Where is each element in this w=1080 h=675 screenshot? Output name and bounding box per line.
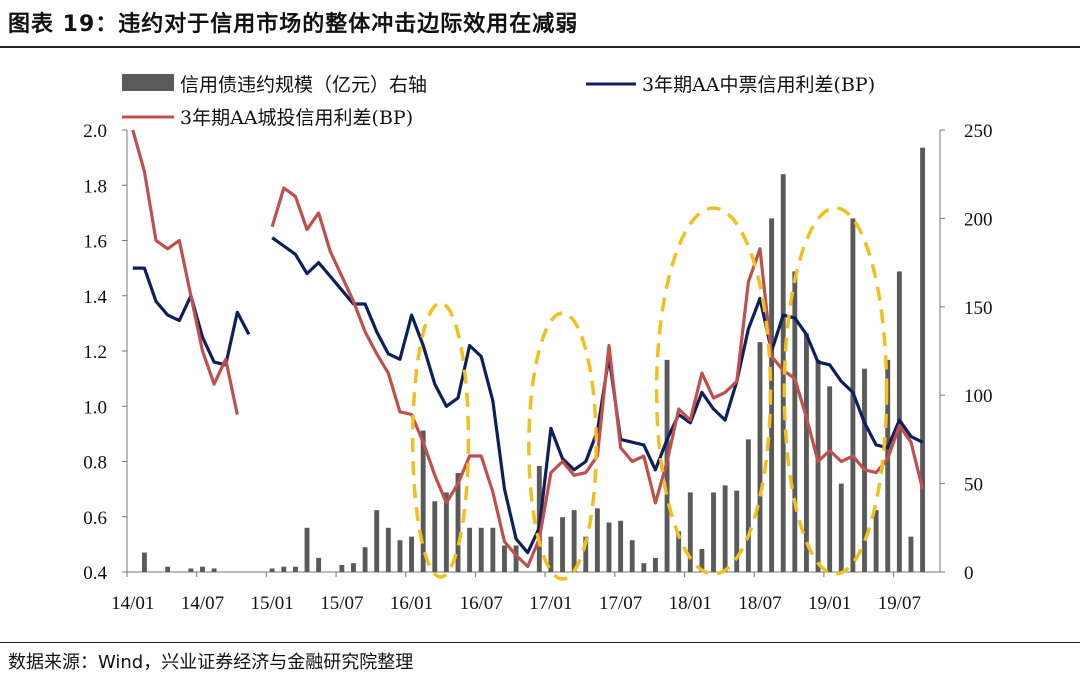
bar <box>792 271 798 572</box>
x-tick-label: 17/01 <box>529 593 572 614</box>
bar-series <box>141 147 926 572</box>
bar <box>490 527 496 572</box>
bar <box>653 557 658 572</box>
y-right-tick-label: 250 <box>964 121 993 142</box>
highlight-ellipse <box>527 311 598 581</box>
bar <box>269 568 275 572</box>
bar <box>281 566 287 572</box>
bar <box>676 531 682 572</box>
bar <box>188 568 194 572</box>
x-tick-label: 18/01 <box>669 593 712 614</box>
bar <box>351 563 356 572</box>
bar <box>757 342 763 572</box>
bar <box>432 501 438 572</box>
x-tick-label: 16/07 <box>460 593 503 614</box>
highlight-ellipse <box>654 206 773 576</box>
bar <box>571 510 577 572</box>
bar <box>397 540 403 572</box>
bar <box>699 549 705 572</box>
bar <box>385 527 391 572</box>
bar <box>873 510 879 572</box>
legend-zhongpiao-label: 3年期AA中票信用利差(BP) <box>642 74 875 96</box>
title-bar: 图表 19：违约对于信用市场的整体冲击边际效用在减弱 <box>0 0 1080 48</box>
y-right-tick-label: 0 <box>964 563 974 584</box>
x-tick-label: 15/07 <box>320 593 363 614</box>
bar <box>304 527 310 572</box>
y-left-tick-label: 1.0 <box>83 397 107 418</box>
y-right-tick-label: 50 <box>964 475 983 496</box>
bar <box>502 545 507 572</box>
x-tick-label: 19/01 <box>808 593 851 614</box>
y-right-tick-label: 100 <box>964 386 993 407</box>
bar <box>687 492 693 572</box>
bar <box>374 510 380 572</box>
bar <box>722 485 728 572</box>
bar <box>583 536 589 572</box>
bar <box>513 545 519 572</box>
source-note: 数据来源：Wind，兴业证券经济与金融研究院整理 <box>8 652 414 673</box>
y-right-tick-label: 150 <box>964 298 993 319</box>
bar <box>409 536 414 572</box>
bar <box>211 568 217 572</box>
bar <box>618 520 624 572</box>
bar <box>711 492 716 572</box>
bar <box>200 566 205 572</box>
bar <box>455 472 461 572</box>
highlight-ellipse <box>782 206 889 576</box>
x-tick-label: 19/07 <box>878 593 921 614</box>
legend-chengtou-label: 3年期AA城投信用利差(BP) <box>180 107 413 129</box>
legend-bar-swatch <box>122 74 174 91</box>
y-left-tick-label: 1.8 <box>83 176 107 197</box>
x-tick-label: 14/01 <box>111 593 154 614</box>
bar <box>734 490 740 572</box>
bar <box>443 492 449 572</box>
page-title: 图表 19：违约对于信用市场的整体冲击边际效用在减弱 <box>8 12 579 37</box>
bar <box>745 439 751 572</box>
y-left-tick-label: 0.8 <box>83 453 107 474</box>
y-left-tick-label: 0.6 <box>83 508 107 529</box>
bar <box>885 359 891 572</box>
legend-bars-label: 信用债违约规模（亿元）右轴 <box>180 74 427 96</box>
bar <box>420 430 426 572</box>
bar <box>165 566 171 572</box>
axes: 0.4 0.6 0.8 1.0 1.2 1.4 1.6 1.8 2.0 0 50 100 150 200 2… <box>83 121 992 614</box>
bar <box>606 522 612 572</box>
bar <box>362 547 368 572</box>
legend: 信用债违约规模（亿元）右轴 3年期AA中票信用利差(BP) 3年期AA城投信用利… <box>122 74 875 129</box>
bar <box>838 483 844 572</box>
bar <box>827 386 833 572</box>
y-left-tick-label: 1.6 <box>83 232 107 253</box>
bar <box>478 527 484 572</box>
bar <box>641 563 647 572</box>
x-tick-label: 14/07 <box>181 593 224 614</box>
bar <box>339 564 345 572</box>
y-left-tick-label: 1.2 <box>83 342 107 363</box>
x-tick-label: 16/01 <box>390 593 433 614</box>
x-tick-label: 15/01 <box>251 593 294 614</box>
highlight-ellipse <box>410 301 471 579</box>
bar <box>467 527 473 572</box>
bar <box>560 517 565 572</box>
bar <box>815 359 821 572</box>
bar <box>594 508 600 572</box>
bar <box>141 552 147 572</box>
bar <box>316 557 322 572</box>
bar <box>548 536 554 572</box>
bar <box>803 333 809 572</box>
x-tick-label: 18/07 <box>738 593 781 614</box>
bar <box>629 540 635 572</box>
y-right-tick-label: 200 <box>964 209 993 230</box>
y-left-tick-label: 0.4 <box>83 563 107 584</box>
x-tick-label: 17/07 <box>599 593 642 614</box>
bar <box>908 536 914 572</box>
bar <box>292 566 298 572</box>
y-left-tick-label: 1.4 <box>83 287 107 308</box>
footer-divider <box>0 642 1080 643</box>
highlight-ellipses <box>410 206 889 581</box>
y-left-tick-label: 2.0 <box>83 121 107 142</box>
bar <box>920 147 926 572</box>
